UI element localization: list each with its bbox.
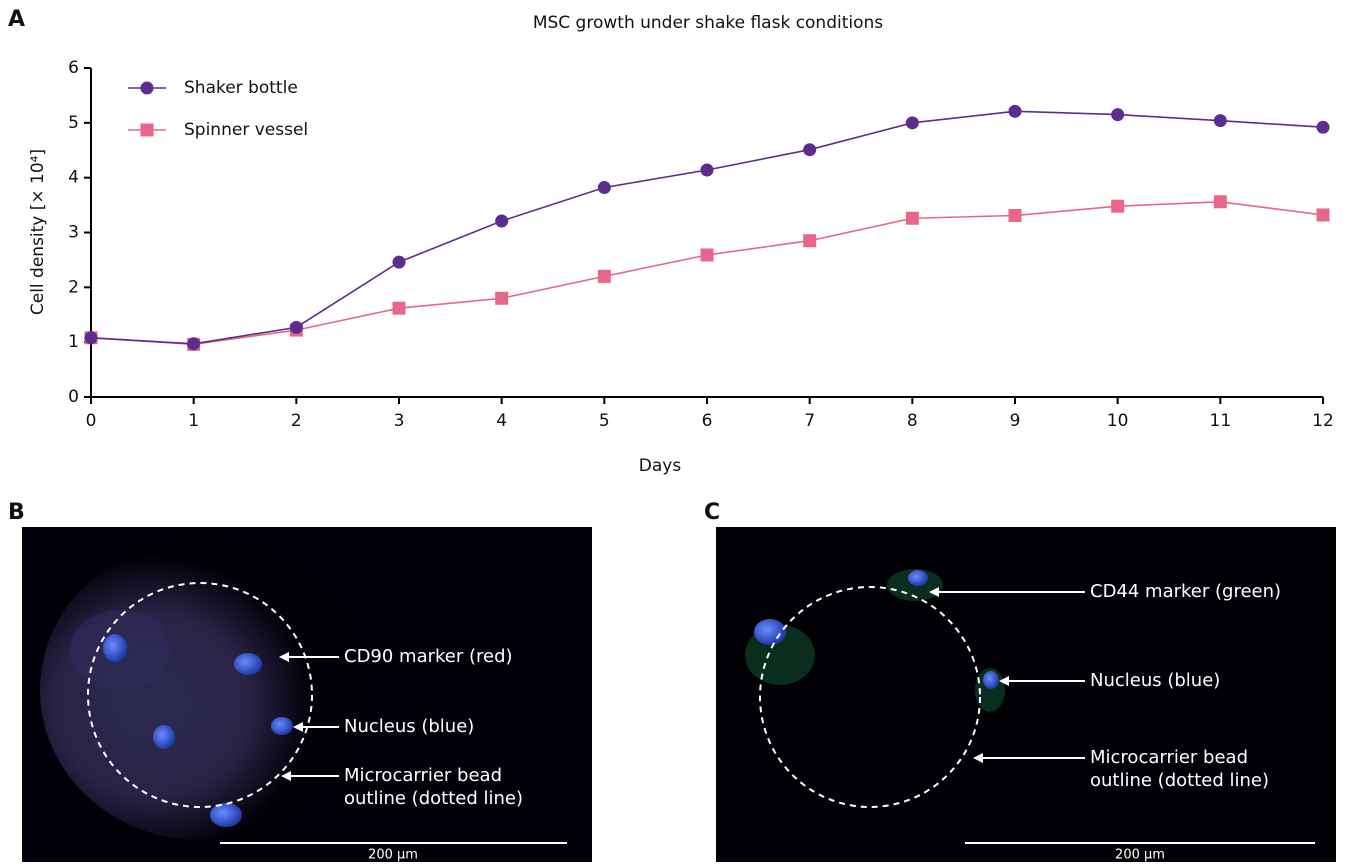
x-tick-label: 4 xyxy=(496,411,507,431)
annotation-label: Nucleus (blue) xyxy=(1090,670,1220,691)
x-tick-label: 8 xyxy=(907,411,918,431)
scale-bar-label: 200 µm xyxy=(368,848,418,863)
legend-marker xyxy=(141,82,154,95)
x-axis-label: Days xyxy=(639,456,682,476)
point xyxy=(1009,209,1022,222)
x-tick-label: 2 xyxy=(291,411,302,431)
y-tick-label: 3 xyxy=(68,223,79,243)
point xyxy=(803,234,816,247)
y-tick-label: 0 xyxy=(68,387,79,407)
y-axis-label: Cell density [× 10⁴] xyxy=(28,149,48,315)
x-tick-label: 9 xyxy=(1010,411,1021,431)
micrograph-b: 200 µm xyxy=(22,527,592,863)
legend-label: Spinner vessel xyxy=(184,120,308,140)
annotation-label: outline (dotted line) xyxy=(1090,770,1269,791)
point xyxy=(701,163,714,176)
point xyxy=(1009,105,1022,118)
point xyxy=(187,337,200,350)
point xyxy=(598,270,611,283)
series-line xyxy=(91,111,1323,343)
y-tick-label: 2 xyxy=(68,277,79,297)
x-tick-label: 11 xyxy=(1210,411,1232,431)
point xyxy=(393,256,406,269)
point xyxy=(906,212,919,225)
x-tick-label: 10 xyxy=(1107,411,1129,431)
point xyxy=(1214,195,1227,208)
figure: A B C MSC growth under shake flask condi… xyxy=(0,0,1348,864)
annotation-label: Microcarrier bead xyxy=(1090,747,1248,768)
x-tick-label: 3 xyxy=(394,411,405,431)
micrograph-c: 200 µm xyxy=(716,527,1336,863)
panel-label: C xyxy=(704,500,720,525)
annotation-label: CD90 marker (red) xyxy=(344,646,513,667)
point xyxy=(1214,114,1227,127)
point xyxy=(393,302,406,315)
point xyxy=(803,143,816,156)
legend-marker xyxy=(141,124,154,137)
point xyxy=(1317,208,1330,221)
x-tick-label: 6 xyxy=(702,411,713,431)
panel-label: A xyxy=(8,7,25,32)
x-tick-label: 0 xyxy=(86,411,97,431)
point xyxy=(495,292,508,305)
y-tick-label: 6 xyxy=(68,58,79,78)
legend-label: Shaker bottle xyxy=(184,78,298,98)
annotation-label: Microcarrier bead xyxy=(344,765,502,786)
point xyxy=(598,181,611,194)
point xyxy=(495,214,508,227)
x-tick-label: 1 xyxy=(188,411,199,431)
point xyxy=(1111,200,1124,213)
series-line xyxy=(91,202,1323,345)
point xyxy=(1111,108,1124,121)
point xyxy=(290,321,303,334)
y-tick-label: 4 xyxy=(68,168,79,188)
annotation-label: Nucleus (blue) xyxy=(344,716,474,737)
x-tick-label: 12 xyxy=(1312,411,1334,431)
point xyxy=(906,116,919,129)
y-tick-label: 5 xyxy=(68,113,79,133)
y-tick-label: 1 xyxy=(68,332,79,352)
point xyxy=(701,248,714,261)
annotation-label: CD44 marker (green) xyxy=(1090,581,1281,602)
chart-title: MSC growth under shake flask conditions xyxy=(533,13,883,33)
panel-label: B xyxy=(8,500,25,525)
x-tick-label: 5 xyxy=(599,411,610,431)
annotation-label: outline (dotted line) xyxy=(344,788,523,809)
point xyxy=(1317,121,1330,134)
scale-bar-label: 200 µm xyxy=(1115,848,1165,863)
point xyxy=(85,331,98,344)
x-tick-label: 7 xyxy=(804,411,815,431)
